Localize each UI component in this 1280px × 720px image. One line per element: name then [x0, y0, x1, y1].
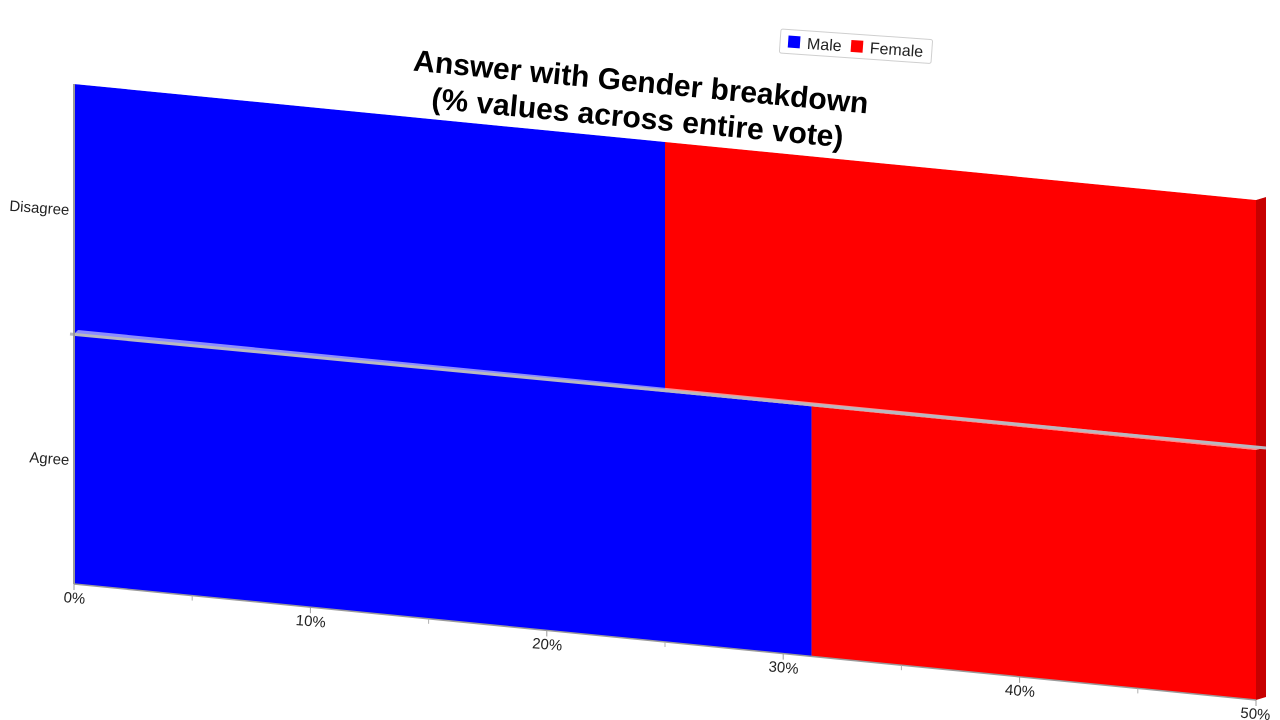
- legend: Male Female: [778, 28, 933, 64]
- legend-label-female: Female: [869, 40, 924, 61]
- bar-agree-male: [74, 334, 812, 657]
- x-tick-label: 0%: [63, 589, 86, 608]
- x-tick-label: 30%: [768, 658, 799, 677]
- legend-swatch-male: [787, 35, 801, 49]
- bar-disagree-male: [74, 84, 665, 392]
- legend-label-male: Male: [806, 36, 842, 55]
- bar-side-disagree: [1256, 197, 1266, 450]
- bar-disagree-female: [665, 142, 1256, 450]
- x-tick-label: 40%: [1004, 682, 1035, 701]
- bar-top-edge-disagree: [74, 80, 1266, 200]
- x-tick-label: 10%: [295, 612, 326, 631]
- category-separator: [69, 332, 1267, 450]
- x-tick-label: 20%: [532, 635, 563, 654]
- bar-side-agree: [1256, 447, 1266, 700]
- axes: 0% 10% 20% 30% 40% 50% Disagree Agree: [9, 84, 1271, 720]
- bar-agree-female: [811, 406, 1256, 700]
- y-tick-label-disagree: Disagree: [9, 198, 70, 219]
- x-tick-label: 50%: [1240, 705, 1271, 720]
- legend-swatch-female: [850, 39, 864, 53]
- y-tick-label-agree: Agree: [29, 449, 70, 469]
- plot-area: [69, 80, 1267, 700]
